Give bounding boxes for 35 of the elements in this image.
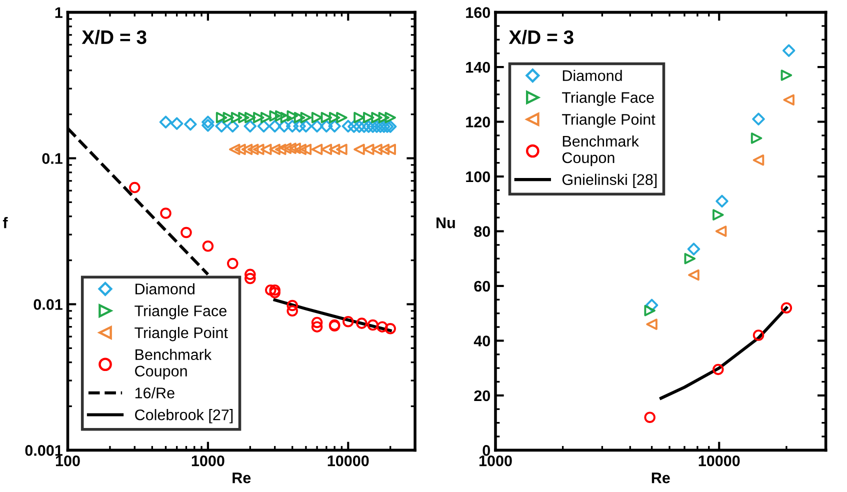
y-tick-label: 160 xyxy=(466,7,490,18)
y-tick-label: 40 xyxy=(474,336,490,346)
y-tick-label: 120 xyxy=(466,116,490,128)
annotation: X/D = 3 xyxy=(82,30,146,44)
y-axis-title: Nu xyxy=(436,218,455,228)
x-tick-label: 10000 xyxy=(328,455,369,466)
x-tick-label: 10000 xyxy=(698,455,740,466)
legend-label: Colebrook [27] xyxy=(135,409,233,424)
legend-label: Triangle Point xyxy=(562,114,656,128)
x-tick-label: 100 xyxy=(56,455,80,466)
y-tick-label: 0.01 xyxy=(34,299,62,310)
legend-label: Benchmark Coupon xyxy=(562,135,639,166)
y-tick-label: 0.1 xyxy=(42,153,62,164)
y-tick-label: 100 xyxy=(466,171,490,182)
y-axis-title: f xyxy=(2,217,8,228)
x-tick-label: 1000 xyxy=(479,455,512,466)
legend-label: Diamond xyxy=(136,283,194,294)
x-axis-title: Re xyxy=(652,472,670,484)
y-tick-label: 0 xyxy=(482,445,490,456)
y-tick-label: 0.001 xyxy=(25,445,62,456)
y-tick-label: 140 xyxy=(466,62,490,73)
legend-label: Benchmark Coupon xyxy=(135,348,212,380)
y-tick-label: 1 xyxy=(55,7,62,18)
y-tick-label: 80 xyxy=(474,226,490,237)
legend-label: 16/Re xyxy=(135,387,174,398)
legend-label: Diamond xyxy=(562,70,622,82)
legend-label: Triangle Face xyxy=(134,305,226,320)
legend-label: Gnielinski [28] xyxy=(562,174,657,188)
y-tick-label: 60 xyxy=(474,280,490,292)
x-tick-label: 1000 xyxy=(192,455,224,466)
y-tick-label: 20 xyxy=(474,390,490,402)
legend-label: Triangle Point xyxy=(134,326,228,342)
x-axis-title: Re xyxy=(232,472,251,484)
annotation: X/D = 3 xyxy=(508,30,574,44)
legend-label: Triangle Face xyxy=(562,92,654,106)
